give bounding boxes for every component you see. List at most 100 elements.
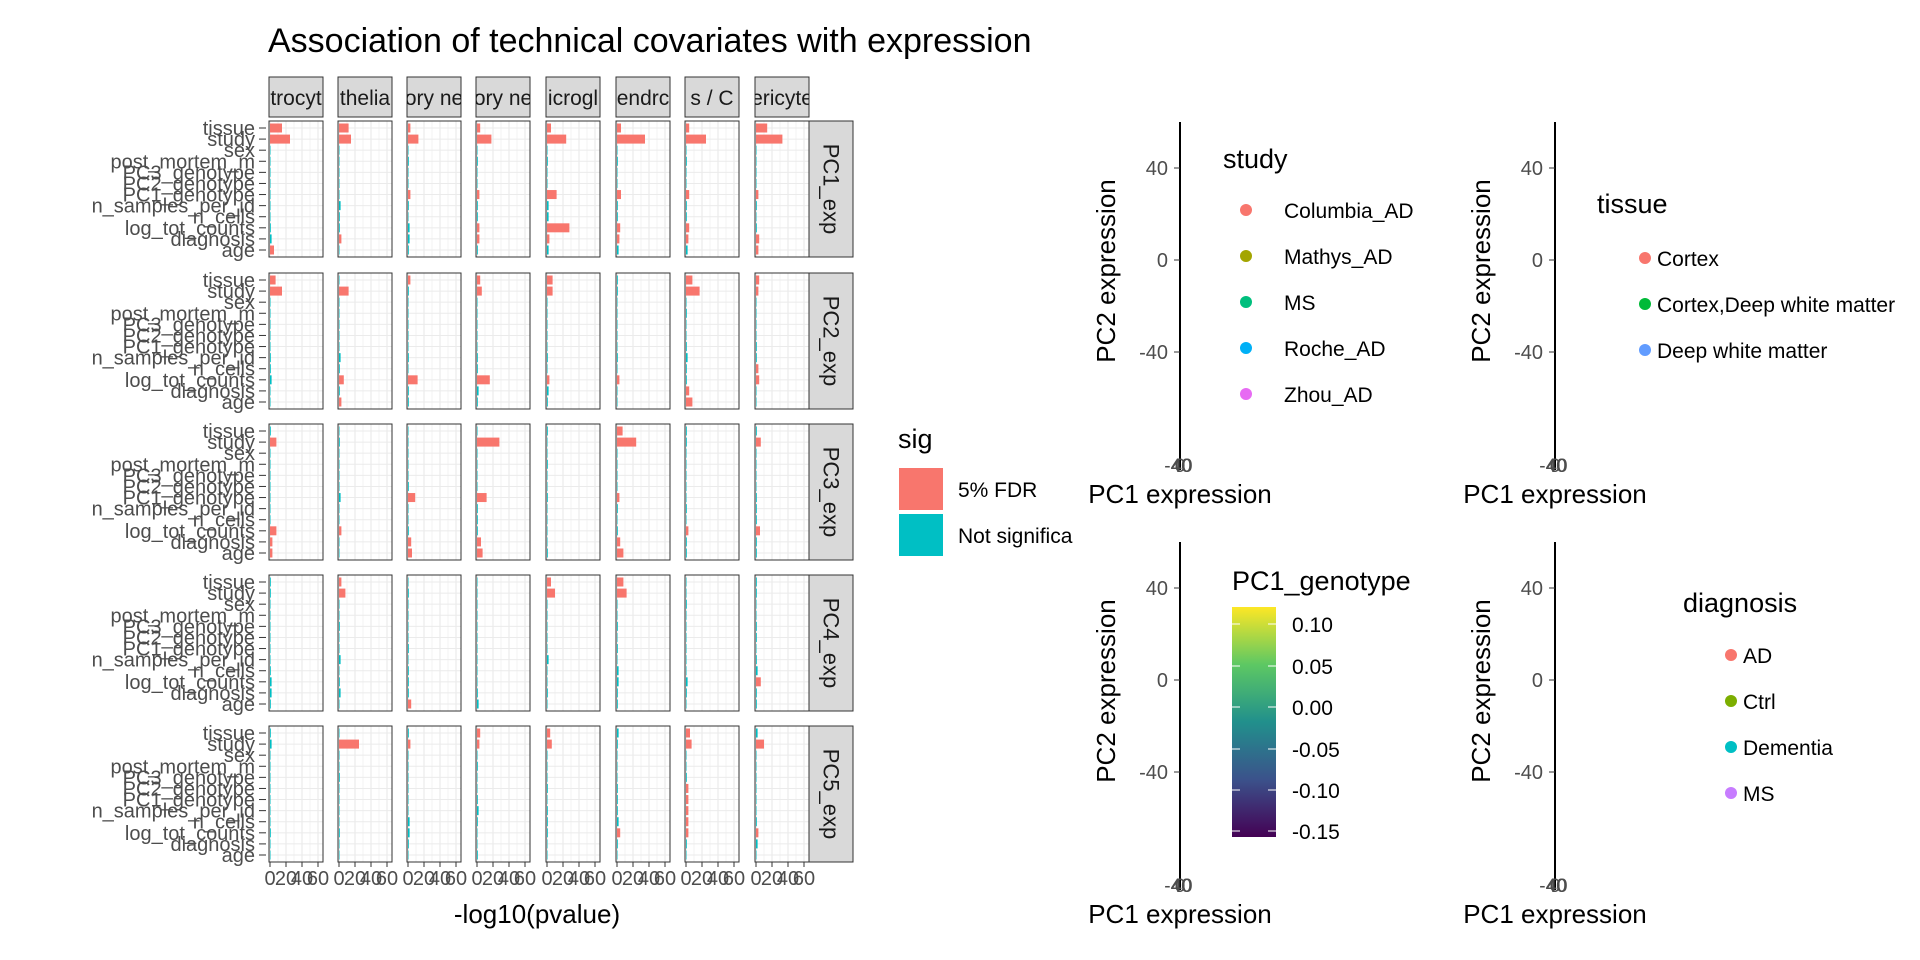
- facet-panel-3-3: [406, 423, 462, 561]
- x-tick-label: 20: [691, 868, 713, 890]
- data-bar: [270, 234, 272, 244]
- x-axis-title: PC1 expression: [1088, 479, 1272, 509]
- panel-border: [337, 120, 393, 258]
- data-bar: [686, 286, 700, 296]
- y-tick-label: study: [207, 281, 255, 303]
- x-tick-label: 0: [680, 868, 691, 890]
- data-bar: [756, 621, 757, 631]
- data-bar: [617, 666, 619, 676]
- facet-strip-label: s / C: [690, 87, 733, 110]
- panel-border: [545, 574, 601, 712]
- facet-strip-3: ory ne: [406, 76, 462, 118]
- facet-strip-5: icrogl: [545, 76, 601, 118]
- x-axis-title: PC1 expression: [1463, 479, 1647, 509]
- facet-panel-1-3: [406, 120, 462, 258]
- y-tick-label: log_tot_counts: [125, 672, 255, 694]
- data-bar: [477, 123, 481, 133]
- data-bar: [756, 588, 757, 598]
- data-bar: [547, 156, 548, 166]
- data-bar: [477, 201, 478, 211]
- facet-panel-1-5: [545, 120, 601, 258]
- data-bar: [408, 286, 409, 296]
- facet-panel-2-8: [754, 272, 810, 410]
- facet-row-strip-2: PC2_exp: [808, 272, 854, 410]
- data-bar: [686, 342, 687, 352]
- data-bar: [477, 537, 481, 547]
- data-bar: [686, 134, 706, 144]
- data-bar: [339, 437, 340, 447]
- facet-row-strip-label: PC3_exp: [819, 447, 844, 538]
- data-bar: [756, 286, 759, 296]
- data-bar: [477, 739, 480, 749]
- legend-key: [1240, 204, 1252, 216]
- y-tick-label: post_mortem_m: [111, 303, 256, 325]
- data-bar: [477, 275, 481, 285]
- facet-panel-5-6: [615, 725, 671, 863]
- facet-panel-5-4: [475, 725, 531, 863]
- facet-strip-box: [406, 76, 462, 118]
- facet-panel-4-3: [406, 574, 462, 712]
- panel-border: [475, 272, 531, 410]
- panel-border: [545, 120, 601, 258]
- data-bar: [756, 699, 757, 709]
- data-bar: [408, 537, 412, 547]
- facet-panel-3-2: [337, 423, 393, 561]
- data-bar: [270, 728, 271, 738]
- y-axis-title: PC2 expression: [1091, 599, 1121, 783]
- data-bar: [339, 386, 340, 396]
- panel-background: [269, 726, 323, 862]
- data-bar: [686, 548, 687, 558]
- data-bar: [339, 677, 340, 687]
- panel-background: [476, 273, 530, 409]
- data-bar: [686, 828, 689, 838]
- legend-label: 5% FDR: [958, 479, 1037, 502]
- y-tick-label: PC2_genotype: [123, 476, 255, 498]
- panel-background: [407, 273, 461, 409]
- data-bar: [339, 286, 349, 296]
- data-bar: [617, 286, 618, 296]
- panel-border: [406, 423, 462, 561]
- y-tick-label: tissue: [203, 572, 255, 594]
- facet-strip-8: ericyte: [751, 76, 813, 118]
- legend-key: [1639, 298, 1651, 310]
- data-bar: [477, 688, 478, 698]
- data-bar: [617, 375, 620, 385]
- y-tick-label: -40: [1139, 342, 1168, 364]
- data-bar: [547, 588, 555, 598]
- data-bar: [339, 828, 340, 838]
- facet-row-strip-box: [808, 574, 854, 712]
- data-bar: [408, 134, 419, 144]
- y-tick-label: study: [207, 583, 255, 605]
- facet-strip-6: endrc: [615, 76, 671, 118]
- colorbar-tick-label: 0.10: [1292, 614, 1333, 637]
- data-bar: [408, 375, 418, 385]
- facet-panel-4-8: [754, 574, 810, 712]
- data-bar: [477, 795, 478, 805]
- legend-title: sig: [898, 424, 933, 454]
- data-bar: [339, 364, 340, 374]
- data-bar: [270, 426, 271, 436]
- data-bar: [686, 386, 690, 396]
- data-bar: [686, 728, 690, 738]
- data-bar: [547, 828, 548, 838]
- facet-strip-box: [545, 76, 601, 118]
- x-tick-label: 60: [376, 868, 398, 890]
- facet-panel-1-7: [684, 120, 740, 258]
- y-tick-label: log_tot_counts: [125, 370, 255, 392]
- facet-panel-4-6: [615, 574, 671, 712]
- data-bar: [408, 190, 411, 200]
- x-tick-label: 0: [1550, 876, 1561, 897]
- facet-panel-4-5: [545, 574, 601, 712]
- y-tick-label: PC1_genotype: [123, 185, 255, 207]
- data-bar: [756, 548, 757, 558]
- legend-label: Roche_AD: [1284, 338, 1386, 361]
- data-bar: [617, 839, 618, 849]
- data-bar: [547, 577, 551, 587]
- facet-panel-2-5: [545, 272, 601, 410]
- panel-background: [546, 273, 600, 409]
- facet-strip-label: ericyte: [751, 87, 813, 110]
- data-bar: [756, 537, 757, 547]
- y-tick-label: log_tot_counts: [125, 218, 255, 240]
